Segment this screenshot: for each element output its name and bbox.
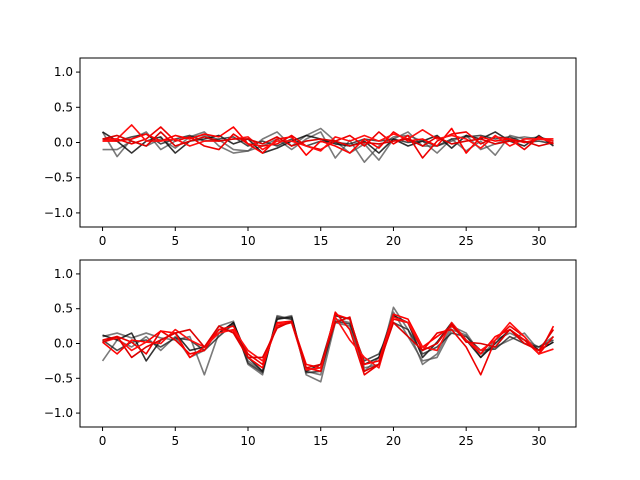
x-tick-label: 20 (386, 234, 401, 248)
x-tick-label: 10 (240, 234, 255, 248)
y-tick-label: 0.0 (54, 337, 73, 351)
y-tick-label: 0.0 (54, 136, 73, 150)
x-tick-label: 0 (99, 434, 107, 448)
x-tick-label: 15 (313, 434, 328, 448)
series-line-8 (102, 131, 554, 147)
top-subplot: 0 5 10 15 20 25 30 −1.0 −0.5 0.0 0.5 1.0 (44, 57, 577, 248)
y-tick-label: −0.5 (44, 371, 73, 385)
y-tick-label: −0.5 (44, 171, 73, 185)
x-tick-label: 0 (99, 234, 107, 248)
y-tick-label: 0.5 (54, 100, 73, 114)
x-tick-label: 25 (459, 234, 474, 248)
y-tick-label: 1.0 (54, 65, 73, 79)
series-line-7 (102, 124, 554, 152)
bottom-subplot: 0 5 10 15 20 25 30 −1.0 −0.5 0.0 0.5 1.0 (44, 259, 577, 448)
x-tick-label: 30 (531, 434, 546, 448)
x-tick-label: 5 (171, 434, 179, 448)
y-tick-label: 1.0 (54, 267, 73, 281)
series-line-4 (102, 133, 554, 147)
x-tick-label: 10 (240, 434, 255, 448)
x-tick-label: 5 (171, 234, 179, 248)
x-tick-label: 20 (386, 434, 401, 448)
y-tick-label: −1.0 (44, 206, 73, 220)
y-tick-label: 0.5 (54, 302, 73, 316)
x-tick-label: 25 (459, 434, 474, 448)
x-tick-label: 15 (313, 234, 328, 248)
y-tick-label: −1.0 (44, 406, 73, 420)
x-tick-label: 30 (531, 234, 546, 248)
series-line-8 (102, 316, 555, 373)
